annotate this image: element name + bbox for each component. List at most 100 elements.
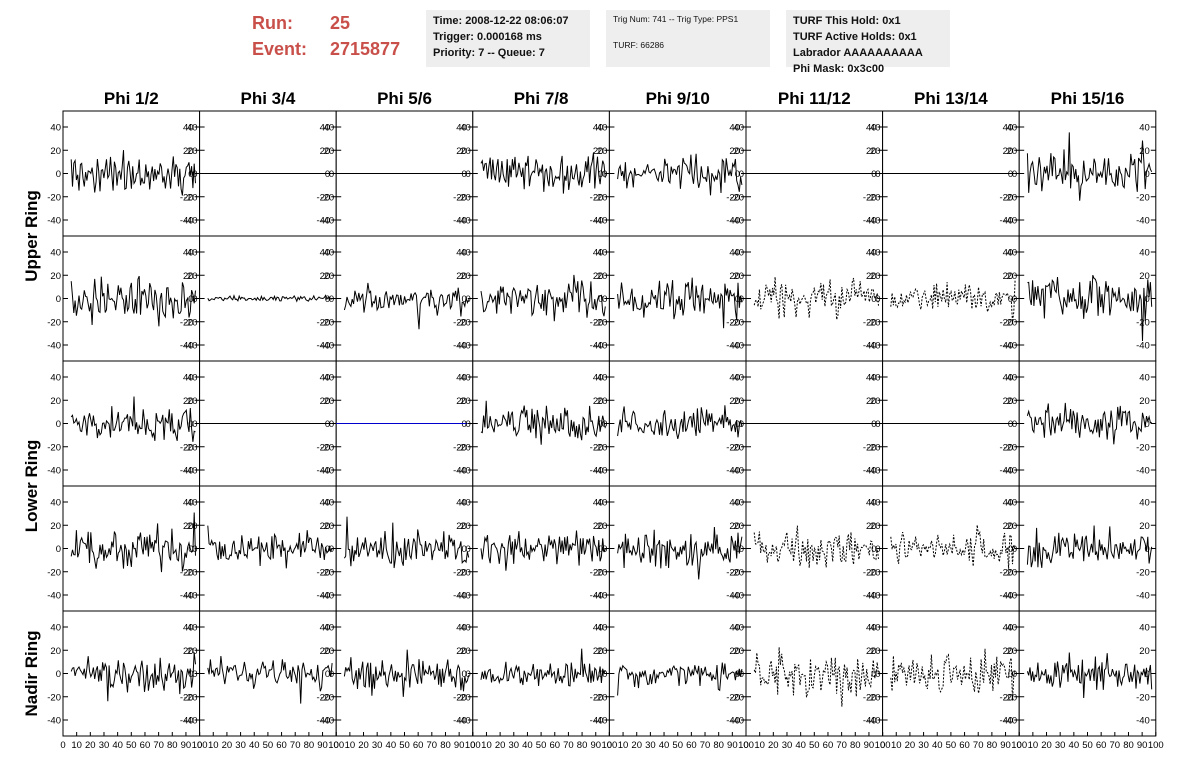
y-tick-label: -20	[730, 692, 744, 703]
y-tick-label: 20	[1139, 396, 1150, 407]
trace-line	[1027, 275, 1153, 342]
y-tick-label: -40	[730, 591, 744, 602]
y-tick-label: -40	[320, 216, 334, 227]
y-tick-label: 40	[1003, 123, 1014, 134]
x-tick-label: 0	[743, 740, 748, 751]
y-tick-label: -40	[316, 466, 330, 477]
y-tick-label: 0	[462, 669, 467, 680]
trace-line	[480, 152, 606, 194]
y-tick-label: -40	[863, 591, 877, 602]
y-tick-label: 40	[597, 123, 608, 134]
y-tick-label: -20	[999, 692, 1013, 703]
y-tick-label: 0	[602, 669, 607, 680]
y-tick-label: -40	[1136, 716, 1150, 727]
y-tick-label: 0	[1012, 544, 1017, 555]
y-tick-label: 0	[871, 169, 876, 180]
x-tick-label: 30	[918, 740, 929, 751]
trace-line	[480, 648, 606, 687]
y-tick-label: 40	[324, 498, 335, 509]
y-tick-label: 40	[183, 373, 194, 384]
panel-frame	[882, 610, 1020, 737]
y-tick-label: -20	[47, 692, 61, 703]
y-tick-label: 0	[325, 169, 330, 180]
y-tick-label: 40	[870, 373, 881, 384]
y-tick-label: 40	[729, 248, 740, 259]
y-tick-label: -40	[726, 341, 740, 352]
y-tick-label: -20	[457, 692, 471, 703]
y-tick-label: -40	[730, 216, 744, 227]
y-tick-label: 20	[183, 521, 194, 532]
y-tick-label: 20	[1007, 271, 1018, 282]
y-tick-label: -20	[863, 192, 877, 203]
y-tick-label: -40	[999, 716, 1013, 727]
x-tick-label: 60	[959, 740, 970, 751]
y-tick-label: 0	[871, 419, 876, 430]
x-tick-label: 20	[768, 740, 779, 751]
trace-line	[207, 655, 333, 704]
x-tick-label: 10	[1028, 740, 1039, 751]
x-tick-label: 90	[864, 740, 875, 751]
y-tick-label: -40	[1136, 216, 1150, 227]
y-tick-label: 40	[460, 498, 471, 509]
y-tick-label: -20	[1003, 567, 1017, 578]
y-tick-label: 20	[1007, 646, 1018, 657]
y-tick-label: 20	[729, 646, 740, 657]
y-tick-label: 40	[187, 123, 198, 134]
y-tick-label: -20	[457, 192, 471, 203]
y-tick-label: -20	[1003, 192, 1017, 203]
y-tick-label: 0	[56, 294, 61, 305]
x-tick-label: 0	[334, 740, 339, 751]
y-tick-label: 0	[192, 669, 197, 680]
y-tick-label: 0	[1145, 169, 1150, 180]
y-tick-label: -20	[320, 317, 334, 328]
y-tick-label: -20	[184, 692, 198, 703]
y-tick-label: -40	[726, 466, 740, 477]
y-tick-label: 40	[320, 248, 331, 259]
y-tick-label: 20	[324, 271, 335, 282]
y-tick-label: 20	[1003, 521, 1014, 532]
x-tick-label: 90	[590, 740, 601, 751]
x-tick-label: 80	[987, 740, 998, 751]
time-info-box: Time: 2008-12-22 08:06:07 Trigger: 0.000…	[426, 10, 590, 67]
y-tick-label: 0	[1008, 669, 1013, 680]
x-tick-label: 20	[631, 740, 642, 751]
y-tick-label: 40	[866, 373, 877, 384]
y-tick-label: 20	[183, 396, 194, 407]
turf-active-holds-text: TURF Active Holds: 0x1	[793, 31, 917, 43]
y-tick-label: -20	[320, 442, 334, 453]
y-tick-label: -20	[47, 442, 61, 453]
y-tick-label: -40	[184, 466, 198, 477]
y-tick-label: 0	[739, 419, 744, 430]
y-tick-label: 20	[1139, 521, 1150, 532]
y-tick-label: 0	[329, 294, 334, 305]
y-tick-label: 40	[324, 248, 335, 259]
x-tick-label: 70	[836, 740, 847, 751]
y-tick-label: 20	[460, 271, 471, 282]
y-tick-label: -40	[47, 341, 61, 352]
trace-line	[753, 525, 879, 568]
trace-line	[753, 276, 879, 320]
y-tick-label: -40	[457, 466, 471, 477]
y-tick-label: -20	[1136, 567, 1150, 578]
y-tick-label: 40	[1003, 248, 1014, 259]
y-tick-label: -40	[730, 341, 744, 352]
y-tick-label: 40	[593, 373, 604, 384]
x-tick-label: 20	[1041, 740, 1052, 751]
labrador-text: Labrador AAAAAAAAAA	[793, 47, 923, 59]
y-tick-label: 20	[733, 396, 744, 407]
y-tick-label: -20	[184, 442, 198, 453]
y-tick-label: -20	[594, 442, 608, 453]
y-tick-label: -40	[453, 716, 467, 727]
turf-this-hold-text: TURF This Hold: 0x1	[793, 15, 901, 27]
panel-frame	[472, 485, 610, 612]
y-tick-label: 0	[329, 544, 334, 555]
x-tick-label: 20	[495, 740, 506, 751]
x-tick-label: 100	[1011, 740, 1027, 751]
x-tick-label: 50	[536, 740, 547, 751]
x-tick-label: 80	[577, 740, 588, 751]
